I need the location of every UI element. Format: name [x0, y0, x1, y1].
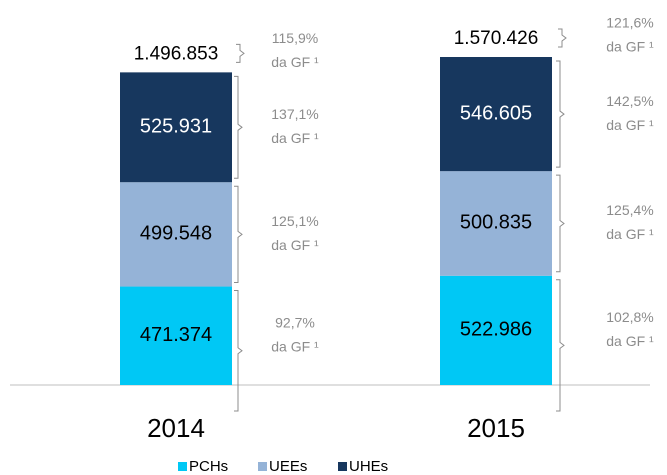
bracket: [234, 290, 243, 412]
bracket: [234, 185, 243, 284]
annotation: 92,7%: [275, 314, 315, 330]
bar-segment: [440, 171, 552, 276]
bracket: [556, 279, 565, 412]
bracket: [236, 43, 245, 63]
annotation: 125,4%: [606, 202, 653, 218]
x-tick-label: 2015: [467, 413, 525, 443]
bar-segment: [120, 72, 232, 183]
value-label: 471.374: [140, 324, 212, 346]
legend-label: UEEs: [269, 458, 307, 475]
bracket: [556, 174, 565, 273]
annotation: 115,9%: [272, 30, 318, 46]
annotation: da GF ¹: [606, 226, 654, 242]
value-label: 546.605: [460, 102, 532, 124]
total-label: 1.496.853: [134, 43, 219, 64]
value-label: 525.931: [140, 116, 212, 138]
annotation: da GF ¹: [271, 237, 319, 253]
x-tick-label: 2014: [147, 413, 205, 443]
annotation: 142,5%: [606, 93, 653, 109]
bar-segment: [120, 182, 232, 287]
bracket: [556, 60, 565, 168]
legend-swatch: [178, 462, 187, 471]
bar-segment: [120, 286, 232, 385]
annotation: da GF ¹: [271, 54, 319, 70]
annotation: 121,6%: [606, 15, 653, 31]
bracket: [234, 75, 243, 179]
value-label: 522.986: [460, 319, 532, 341]
annotation: 137,1%: [271, 106, 318, 122]
legend-label: UHEs: [349, 458, 388, 475]
annotation: 125,1%: [271, 213, 318, 229]
annotation: da GF ¹: [606, 117, 654, 133]
bar-segment: [440, 57, 552, 172]
annotation: da GF ¹: [606, 333, 654, 349]
legend-swatch: [338, 462, 347, 471]
legend-label: PCHs: [189, 458, 228, 475]
annotation: da GF ¹: [271, 130, 319, 146]
total-label: 1.570.426: [454, 28, 539, 49]
value-label: 499.548: [140, 223, 212, 245]
legend-swatch: [258, 462, 267, 471]
bracket: [558, 28, 567, 48]
value-label: 500.835: [460, 212, 532, 234]
annotation: da GF ¹: [606, 39, 654, 55]
bar-segment: [440, 275, 552, 385]
annotation: da GF ¹: [271, 338, 319, 354]
annotation: 102,8%: [606, 309, 653, 325]
